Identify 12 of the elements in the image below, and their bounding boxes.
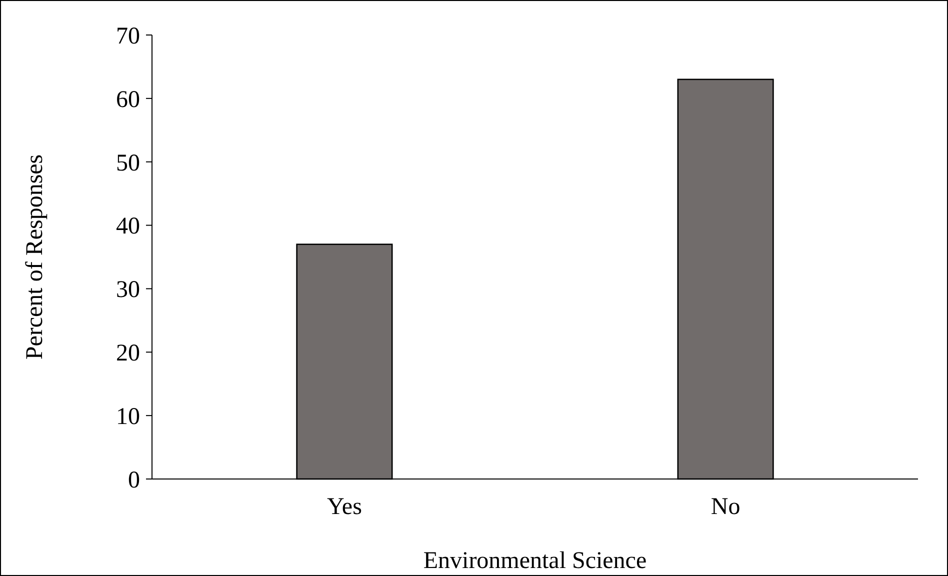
x-tick-label: Yes: [326, 494, 362, 520]
y-tick-label: 0: [128, 467, 140, 494]
y-axis-title: Percent of Responses: [22, 154, 48, 360]
y-tick-label: 40: [116, 214, 140, 240]
x-axis-title: Environmental Science: [423, 548, 647, 574]
y-tick-label: 70: [116, 23, 140, 50]
x-tick-label: No: [710, 494, 740, 520]
y-tick-label: 20: [116, 340, 140, 367]
y-tick-label: 60: [116, 86, 140, 113]
y-tick-label: 50: [116, 150, 140, 176]
y-tick-label: 30: [116, 277, 140, 304]
y-tick-label: 10: [116, 404, 140, 430]
